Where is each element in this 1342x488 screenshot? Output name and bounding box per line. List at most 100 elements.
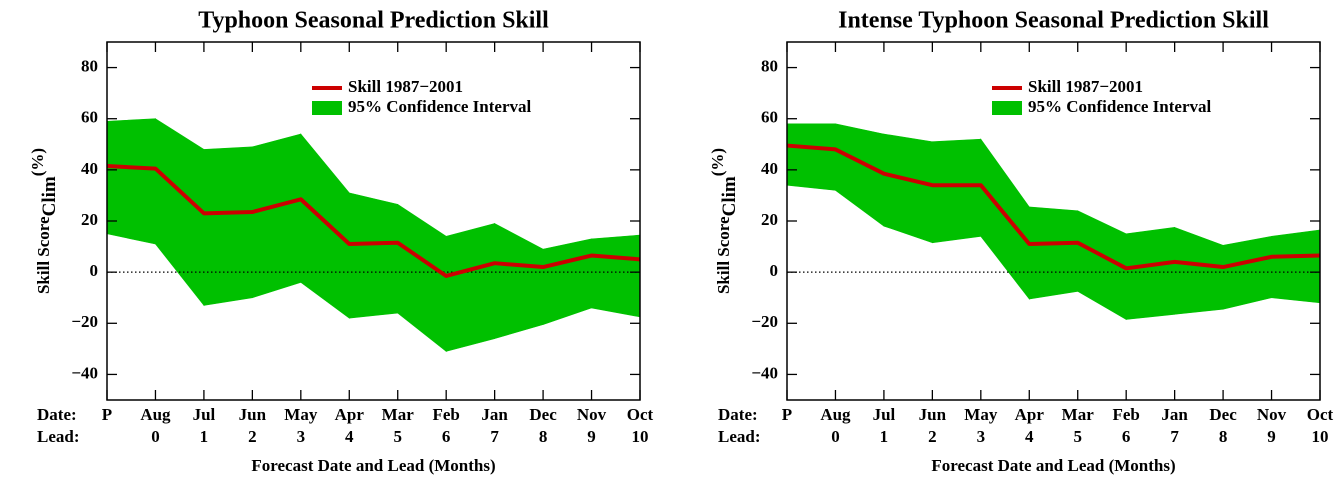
x-tick-label: May bbox=[964, 405, 998, 424]
confidence-band bbox=[835, 123, 885, 227]
confidence-band bbox=[300, 133, 350, 319]
lead-label: 10 bbox=[1312, 427, 1329, 446]
chart: −40 −20 0 20 40 60 80 P Aug 0 Jul 1 Jun 2 May 3 Apr 4 Mar 5… bbox=[708, 8, 1334, 475]
y-label-unit: (%) bbox=[28, 148, 47, 176]
chart-title: Intense Typhoon Seasonal Prediction Skil… bbox=[838, 8, 1269, 34]
lead-label: 2 bbox=[928, 427, 937, 446]
y-label-sub: Clim bbox=[719, 176, 740, 216]
confidence-band bbox=[252, 133, 302, 299]
lead-label: 4 bbox=[345, 427, 354, 446]
legend-label: 95% Confidence Interval bbox=[348, 97, 531, 116]
x-tick-label: Apr bbox=[1015, 405, 1045, 424]
y-tick-label: −40 bbox=[751, 363, 778, 382]
lead-label: 1 bbox=[200, 427, 209, 446]
lead-label: 7 bbox=[490, 427, 499, 446]
x-tick-label: Aug bbox=[820, 405, 851, 424]
lead-label: 6 bbox=[442, 427, 451, 446]
x-tick-label: Dec bbox=[529, 405, 557, 424]
confidence-band bbox=[203, 146, 253, 306]
x-tick-label: Apr bbox=[335, 405, 365, 424]
y-axis-label: Skill ScoreClim(%) bbox=[28, 148, 60, 294]
y-tick-label: −20 bbox=[71, 312, 98, 331]
row-label: Lead: bbox=[37, 427, 80, 446]
confidence-band bbox=[106, 118, 156, 245]
y-tick-label: 40 bbox=[761, 159, 778, 178]
y-tick-label: 60 bbox=[81, 108, 98, 127]
x-tick-label: Jul bbox=[873, 405, 896, 424]
confidence-band bbox=[155, 118, 205, 307]
x-tick-label: Oct bbox=[627, 405, 654, 424]
y-label-main: Skill Score bbox=[714, 216, 733, 294]
legend-band bbox=[312, 101, 342, 115]
legend-band bbox=[992, 101, 1022, 115]
row-label: Date: bbox=[37, 405, 77, 424]
confidence-band bbox=[591, 234, 641, 318]
x-tick-label: Feb bbox=[1112, 405, 1139, 424]
chart: −40 −20 0 20 40 60 80 P Aug 0 Jul 1 Jun 2 May 3 Apr 4 Mar 5… bbox=[28, 8, 654, 475]
y-tick-label: 0 bbox=[770, 261, 779, 280]
legend-label: 95% Confidence Interval bbox=[1028, 97, 1211, 116]
x-axis-label: Forecast Date and Lead (Months) bbox=[931, 456, 1175, 475]
x-tick-label: Jul bbox=[193, 405, 216, 424]
confidence-band bbox=[542, 238, 592, 325]
y-tick-label: 80 bbox=[81, 56, 98, 75]
y-tick-label: 60 bbox=[761, 108, 778, 127]
confidence-band bbox=[980, 138, 1030, 300]
confidence-band bbox=[883, 133, 933, 244]
x-tick-label: P bbox=[782, 405, 792, 424]
row-label: Date: bbox=[718, 405, 758, 424]
confidence-band bbox=[397, 203, 447, 353]
x-tick-label: Nov bbox=[577, 405, 607, 424]
confidence-band bbox=[494, 223, 544, 340]
lead-label: 9 bbox=[1267, 427, 1276, 446]
legend-label: Skill 1987−2001 bbox=[1028, 77, 1143, 96]
x-tick-label: May bbox=[284, 405, 318, 424]
y-tick-label: 80 bbox=[761, 56, 778, 75]
confidence-band bbox=[1028, 206, 1079, 300]
y-label-unit: (%) bbox=[708, 148, 727, 176]
x-tick-label: Mar bbox=[382, 405, 415, 424]
confidence-band bbox=[932, 138, 982, 244]
lead-label: 0 bbox=[151, 427, 160, 446]
lead-label: 0 bbox=[831, 427, 840, 446]
y-tick-label: 0 bbox=[90, 261, 99, 280]
x-tick-label: Oct bbox=[1307, 405, 1334, 424]
x-tick-label: Aug bbox=[140, 405, 171, 424]
lead-label: 1 bbox=[880, 427, 889, 446]
x-tick-label: Jan bbox=[1161, 405, 1188, 424]
x-tick-label: Feb bbox=[432, 405, 459, 424]
y-tick-label: 40 bbox=[81, 159, 98, 178]
y-tick-label: 20 bbox=[761, 210, 778, 229]
confidence-band bbox=[445, 223, 495, 352]
x-tick-label: Jan bbox=[481, 405, 508, 424]
skill-line bbox=[786, 143, 1321, 271]
y-tick-label: −40 bbox=[71, 363, 98, 382]
confidence-band bbox=[348, 192, 399, 319]
confidence-band bbox=[1271, 229, 1321, 304]
skill-line bbox=[106, 164, 641, 278]
y-tick-label: 20 bbox=[81, 210, 98, 229]
legend-label: Skill 1987−2001 bbox=[348, 77, 463, 96]
y-tick-label: −20 bbox=[751, 312, 778, 331]
lead-label: 4 bbox=[1025, 427, 1034, 446]
y-label-sub: Clim bbox=[39, 176, 60, 216]
x-tick-label: Jun bbox=[239, 405, 267, 424]
lead-label: 7 bbox=[1170, 427, 1179, 446]
confidence-band bbox=[786, 123, 836, 191]
x-tick-label: Jun bbox=[919, 405, 947, 424]
lead-label: 10 bbox=[632, 427, 649, 446]
x-tick-label: P bbox=[102, 405, 112, 424]
x-axis-label: Forecast Date and Lead (Months) bbox=[251, 456, 495, 475]
confidence-band bbox=[1125, 227, 1175, 320]
row-label: Lead: bbox=[718, 427, 761, 446]
lead-label: 8 bbox=[1219, 427, 1228, 446]
y-label-main: Skill Score bbox=[34, 216, 53, 294]
lead-label: 3 bbox=[297, 427, 306, 446]
lead-label: 5 bbox=[393, 427, 402, 446]
lead-label: 9 bbox=[587, 427, 596, 446]
lead-label: 8 bbox=[539, 427, 548, 446]
lead-label: 3 bbox=[977, 427, 986, 446]
lead-label: 5 bbox=[1073, 427, 1082, 446]
y-axis-label: Skill ScoreClim(%) bbox=[708, 148, 740, 294]
